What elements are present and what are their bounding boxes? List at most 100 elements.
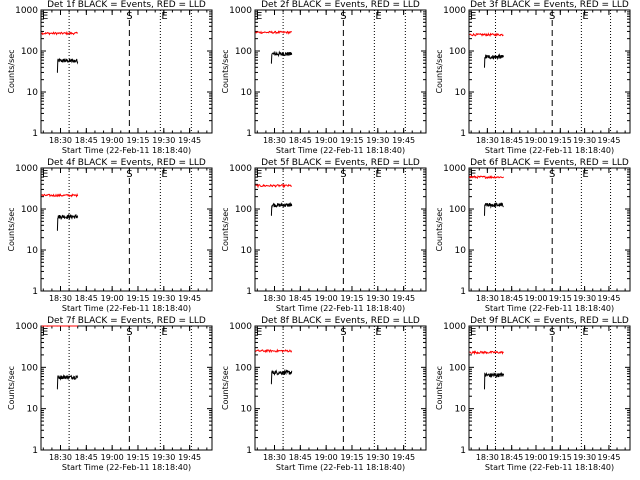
x-tick-label: 19:30 xyxy=(366,453,389,462)
y-tick-label: 100 xyxy=(21,363,38,373)
x-tick-label: 19:30 xyxy=(152,294,175,303)
marker-s: S xyxy=(126,327,132,338)
y-tick-label: 1000 xyxy=(229,6,252,16)
marker-e-right: E xyxy=(582,11,588,22)
x-tick-label: 19:45 xyxy=(597,294,620,303)
y-axis-label: Counts/sec xyxy=(435,49,444,93)
panel-title: Det 6f BLACK = Events, RED = LLD xyxy=(470,158,629,168)
lld-series-line xyxy=(41,30,79,36)
plot-frame xyxy=(468,167,631,292)
x-tick-label: 18:30 xyxy=(476,136,499,145)
x-tick-label: 18:30 xyxy=(263,136,286,145)
lld-series-line xyxy=(469,175,504,180)
x-tick-label: 18:30 xyxy=(476,453,499,462)
x-tick-label: 19:45 xyxy=(178,136,201,145)
x-tick-label: 19:00 xyxy=(524,453,547,462)
panel-title: Det 1f BLACK = Events, RED = LLD xyxy=(47,0,206,10)
panel-title: Det 3f BLACK = Events, RED = LLD xyxy=(470,0,629,10)
y-tick-label: 1 xyxy=(246,446,252,456)
marker-s: S xyxy=(340,11,346,22)
y-tick-label: 10 xyxy=(27,88,39,98)
x-tick-label: 19:45 xyxy=(597,453,620,462)
y-tick-label: 1000 xyxy=(229,164,252,174)
x-tick-label: 18:45 xyxy=(500,294,523,303)
y-tick-label: 1 xyxy=(32,129,38,139)
plot-frame xyxy=(468,9,631,134)
x-axis-label: Start Time (22-Feb-11 18:18:40) xyxy=(62,304,191,313)
x-tick-label: 19:15 xyxy=(126,294,149,303)
panel-8: Det 8f BLACK = Events, RED = LLD 1 10 100 10… xyxy=(221,316,427,472)
plot-frame xyxy=(40,325,213,451)
panel-9: Det 9f BLACK = Events, RED = LLD 1 10 100 10… xyxy=(435,316,631,472)
panel-3: Det 3f BLACK = Events, RED = LLD 1 10 100 10… xyxy=(435,0,631,155)
x-tick-label: 18:45 xyxy=(289,136,312,145)
x-tick-label: 19:00 xyxy=(524,294,547,303)
x-tick-label: 19:15 xyxy=(340,453,363,462)
panel-5: Det 5f BLACK = Events, RED = LLD 1 10 100 10… xyxy=(221,158,427,313)
panel-title: Det 4f BLACK = Events, RED = LLD xyxy=(47,158,206,168)
y-tick-label: 10 xyxy=(27,405,39,415)
x-tick-label: 18:45 xyxy=(500,453,523,462)
x-tick-label: 19:15 xyxy=(549,136,572,145)
x-tick-label: 19:30 xyxy=(152,453,175,462)
x-tick-label: 18:30 xyxy=(49,136,72,145)
y-tick-label: 100 xyxy=(449,363,466,373)
lld-series-line xyxy=(255,183,292,189)
events-series-line xyxy=(484,371,505,390)
y-tick-label: 10 xyxy=(455,88,467,98)
events-series-line xyxy=(56,213,79,231)
marker-e-right: E xyxy=(582,327,588,338)
x-tick-label: 18:45 xyxy=(289,453,312,462)
y-tick-label: 100 xyxy=(449,47,466,57)
panel-6: Det 6f BLACK = Events, RED = LLD 1 10 100 10… xyxy=(435,158,631,313)
x-axis-label: Start Time (22-Feb-11 18:18:40) xyxy=(276,463,405,472)
x-tick-label: 18:45 xyxy=(75,453,98,462)
y-axis-label: Counts/sec xyxy=(7,207,16,251)
x-tick-label: 19:45 xyxy=(178,453,201,462)
x-tick-label: 19:15 xyxy=(340,294,363,303)
y-tick-label: 1 xyxy=(32,446,38,456)
y-tick-label: 100 xyxy=(235,47,252,57)
marker-s: S xyxy=(126,11,132,22)
marker-s: S xyxy=(549,169,555,180)
events-series-line xyxy=(484,53,505,68)
panel-title: Det 2f BLACK = Events, RED = LLD xyxy=(261,0,420,10)
marker-e-left: E xyxy=(256,169,262,180)
x-tick-label: 19:30 xyxy=(573,136,596,145)
panel-title: Det 5f BLACK = Events, RED = LLD xyxy=(261,158,420,168)
marker-e-left: E xyxy=(470,169,476,180)
y-tick-label: 1 xyxy=(460,446,466,456)
x-tick-label: 18:45 xyxy=(500,136,523,145)
x-tick-label: 19:30 xyxy=(366,136,389,145)
plot-frame xyxy=(254,325,427,451)
x-tick-label: 19:15 xyxy=(549,294,572,303)
y-tick-label: 10 xyxy=(241,246,253,256)
y-axis-label: Counts/sec xyxy=(221,207,230,251)
y-tick-label: 100 xyxy=(235,205,252,215)
x-tick-label: 18:30 xyxy=(263,294,286,303)
x-tick-label: 19:45 xyxy=(178,294,201,303)
panel-4: Det 4f BLACK = Events, RED = LLD 1 10 100 10… xyxy=(7,158,213,313)
x-tick-label: 18:45 xyxy=(75,136,98,145)
x-tick-label: 19:15 xyxy=(126,453,149,462)
lld-series-line xyxy=(255,30,293,35)
marker-e-right: E xyxy=(375,169,381,180)
x-tick-label: 19:00 xyxy=(315,294,338,303)
x-tick-label: 18:45 xyxy=(289,294,312,303)
x-axis-label: Start Time (22-Feb-11 18:18:40) xyxy=(62,146,191,155)
y-tick-label: 10 xyxy=(241,405,253,415)
x-axis-label: Start Time (22-Feb-11 18:18:40) xyxy=(276,146,405,155)
x-tick-label: 19:45 xyxy=(597,136,620,145)
y-tick-label: 1 xyxy=(460,129,466,139)
y-tick-label: 10 xyxy=(455,405,467,415)
marker-e-right: E xyxy=(375,11,381,22)
plot-frame xyxy=(254,167,427,292)
x-tick-label: 19:15 xyxy=(340,136,363,145)
y-tick-label: 10 xyxy=(241,88,253,98)
x-tick-label: 19:00 xyxy=(315,453,338,462)
x-axis-label: Start Time (22-Feb-11 18:18:40) xyxy=(485,463,614,472)
x-tick-label: 18:30 xyxy=(49,294,72,303)
y-tick-label: 1000 xyxy=(229,322,252,332)
x-tick-label: 19:15 xyxy=(126,136,149,145)
